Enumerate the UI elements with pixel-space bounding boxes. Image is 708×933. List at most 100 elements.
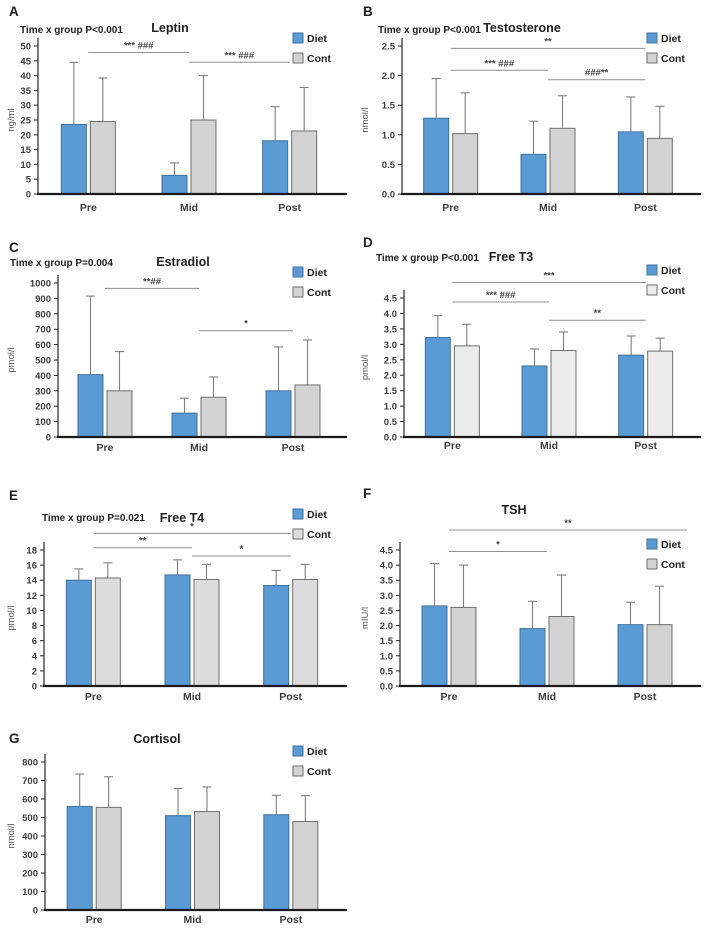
significance-label: ** xyxy=(564,518,572,529)
bar-cont-post xyxy=(646,624,673,687)
y-tick-label: 700 xyxy=(22,776,38,787)
y-tick-label: 12 xyxy=(26,591,37,602)
bar-diet-post xyxy=(262,140,289,195)
y-tick-label: 2.0 xyxy=(384,371,397,382)
legend-label-cont: Cont xyxy=(661,285,685,297)
x-category-label: Post xyxy=(279,914,302,926)
y-tick-label: 25 xyxy=(20,116,31,127)
x-category-label: Pre xyxy=(444,440,461,452)
y-tick-label: 3.5 xyxy=(384,324,398,335)
x-category-label: Post xyxy=(634,440,657,452)
significance-label: ** xyxy=(594,308,602,319)
y-tick-label: 10 xyxy=(26,606,37,617)
legend-label-cont: Cont xyxy=(307,53,331,65)
y-tick-label: 0.0 xyxy=(382,190,395,201)
significance-label: * xyxy=(244,319,248,330)
bar-diet-post xyxy=(617,131,644,195)
panel-letter: G xyxy=(9,731,20,746)
panel-a: A Time x group P<0.001 Leptin Diet Cont 0 5 10 1… xyxy=(0,0,354,235)
y-tick-label: 45 xyxy=(20,56,31,67)
bar-cont-pre xyxy=(450,606,477,687)
significance-label: *** xyxy=(543,271,554,282)
bar-cont-mid xyxy=(550,350,577,438)
y-tick-label: 1.0 xyxy=(380,651,393,662)
y-tick-label: 18 xyxy=(26,546,37,557)
bar-cont-pre xyxy=(452,133,479,195)
panel-e: E Time x group P=0.021 Free T4 Diet Cont 0 2 4 6… xyxy=(0,470,354,715)
y-tick-label: 1.0 xyxy=(382,130,395,141)
y-tick-label: 300 xyxy=(35,386,51,397)
interaction-pvalue-label: Time x group P=0.004 xyxy=(10,258,113,269)
x-category-label: Post xyxy=(634,202,657,214)
y-tick-label: 4.5 xyxy=(380,546,394,557)
bar-diet-post xyxy=(617,624,644,687)
y-tick-label: 3.5 xyxy=(380,576,394,587)
y-axis-title: pmol/l xyxy=(6,347,17,372)
bar-diet-mid xyxy=(171,412,198,438)
y-tick-label: 2.5 xyxy=(380,606,394,617)
legend-label-cont: Cont xyxy=(307,529,331,541)
chart-c: C Time x group P=0.004 Estradiol Diet Cont 0 1… xyxy=(6,240,347,454)
bar-diet-pre xyxy=(424,337,451,438)
bar-cont-mid xyxy=(193,578,220,687)
interaction-pvalue-label: Time x group P<0.001 xyxy=(20,25,123,36)
bar-diet-pre xyxy=(65,579,92,687)
legend-swatch-diet xyxy=(292,266,304,278)
y-tick-label: 900 xyxy=(35,294,51,305)
significance-label: *** ### xyxy=(124,41,154,52)
y-tick-label: 600 xyxy=(35,340,51,351)
y-tick-label: 2.5 xyxy=(384,355,398,366)
y-tick-label: 100 xyxy=(22,887,38,898)
y-tick-label: 8 xyxy=(32,621,37,632)
bar-cont-post xyxy=(294,384,321,438)
y-tick-label: 0 xyxy=(26,190,31,201)
x-category-label: Mid xyxy=(183,691,201,703)
interaction-pvalue-label: Time x group P<0.001 xyxy=(378,25,481,36)
bar-cont-post xyxy=(292,821,319,911)
bar-diet-pre xyxy=(421,605,448,687)
y-tick-label: 2.0 xyxy=(382,71,395,82)
chart-title: Free T3 xyxy=(489,250,534,264)
significance-label: ** xyxy=(544,36,552,47)
panel-letter: E xyxy=(9,488,18,503)
bar-cont-mid xyxy=(200,396,227,438)
panel-letter: F xyxy=(363,486,371,501)
chart-title: Free T4 xyxy=(160,511,205,525)
panel-d: D Time x group P<0.001 Free T3 Diet Cont 0.0 0… xyxy=(354,230,708,475)
chart-title: Estradiol xyxy=(156,255,210,269)
x-category-label: Pre xyxy=(85,691,102,703)
y-tick-label: 0 xyxy=(32,682,37,693)
y-tick-label: 1.0 xyxy=(384,402,397,413)
significance-label: * xyxy=(190,521,194,532)
x-category-label: Mid xyxy=(538,691,556,703)
bar-cont-mid xyxy=(549,127,576,195)
bar-diet-post xyxy=(263,585,290,687)
bar-diet-mid xyxy=(519,628,546,687)
legend-swatch-diet xyxy=(646,538,658,550)
bar-diet-pre xyxy=(66,805,93,911)
y-axis-title: mIU/l xyxy=(360,607,371,629)
y-tick-label: 800 xyxy=(35,309,51,320)
y-tick-label: 0.0 xyxy=(380,682,393,693)
legend-swatch-cont xyxy=(292,52,304,64)
chart-title: TSH xyxy=(502,503,527,517)
legend-swatch-cont xyxy=(646,558,658,570)
legend-swatch-diet xyxy=(292,32,304,44)
legend-label-cont: Cont xyxy=(661,559,685,571)
bar-diet-pre xyxy=(423,117,450,195)
y-tick-label: 1.5 xyxy=(382,101,396,112)
y-tick-label: 35 xyxy=(20,86,31,97)
bar-diet-post xyxy=(263,814,290,911)
x-category-label: Mid xyxy=(190,442,208,454)
bar-cont-pre xyxy=(106,390,133,438)
y-tick-label: 4.5 xyxy=(384,294,398,305)
significance-label: *** ### xyxy=(486,290,516,301)
legend-swatch-diet xyxy=(292,508,304,520)
y-tick-label: 300 xyxy=(22,850,38,861)
legend-label-diet: Diet xyxy=(661,265,681,277)
bar-diet-post xyxy=(265,390,292,438)
chart-b: B Time x group P<0.001 Testosterone Diet Con… xyxy=(360,4,701,214)
x-category-label: Post xyxy=(278,202,301,214)
